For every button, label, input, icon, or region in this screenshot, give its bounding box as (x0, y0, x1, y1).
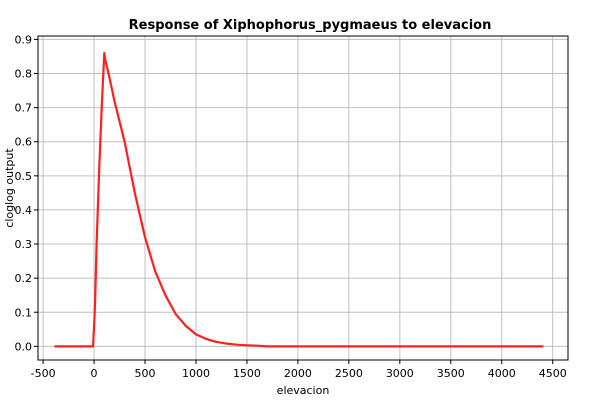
y-tick-label: 0.2 (15, 272, 33, 285)
series-layer (54, 51, 544, 348)
y-tick-label: 0.9 (15, 33, 33, 46)
x-tick-label: 1500 (233, 367, 261, 380)
x-tick-label: 3000 (386, 367, 414, 380)
x-tick-label: 500 (135, 367, 156, 380)
y-tick-label: 0.6 (15, 136, 33, 149)
plot-area: -500 0 500 1000 1500 2000 2500 3000 3500 4000 4500… (15, 33, 569, 380)
x-tick-label: 1000 (182, 367, 210, 380)
y-tick-label: 0.3 (15, 238, 33, 251)
plot-frame (37, 35, 569, 361)
y-tick-label: 0.7 (15, 102, 33, 115)
x-tick-label: -500 (31, 367, 56, 380)
y-tick-label: 0.0 (15, 340, 33, 353)
x-tick-label: 2000 (284, 367, 312, 380)
grid-lines (38, 36, 568, 360)
x-tick-label: 4500 (539, 367, 567, 380)
x-tick-label: 2500 (335, 367, 363, 380)
y-tick-label: 0.4 (15, 204, 33, 217)
chart-title: Response of Xiphophorus_pygmaeus to elev… (129, 18, 492, 33)
plot-background (38, 36, 568, 360)
y-tick-label: 0.5 (15, 170, 33, 183)
x-axis-label: elevacion (277, 384, 330, 397)
y-axis-label: cloglog output (3, 148, 16, 228)
x-tick-label: 3500 (437, 367, 465, 380)
y-axis-ticks: 0.0 0.1 0.2 0.3 0.4 0.5 0.6 0.7 0.8 0.9 (15, 33, 38, 353)
y-tick-label: 0.1 (15, 306, 33, 319)
x-tick-label: 4000 (488, 367, 516, 380)
y-tick-label: 0.8 (15, 68, 33, 81)
x-axis-ticks: -500 0 500 1000 1500 2000 2500 3000 3500 4000 4500 (31, 360, 567, 380)
x-tick-label: 0 (91, 367, 98, 380)
series-line-0 (54, 51, 544, 348)
